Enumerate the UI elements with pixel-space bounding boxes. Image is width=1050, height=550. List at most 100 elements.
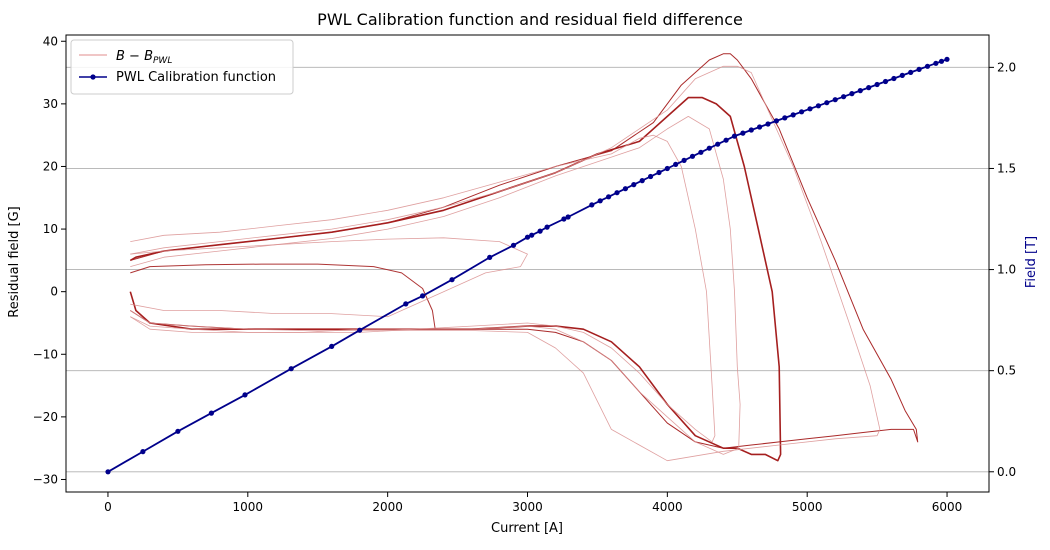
calibration-point-47 (824, 100, 830, 106)
y-left-tick-label-6: 30 (43, 97, 58, 111)
y-left-tick-label-2: −10 (33, 347, 58, 361)
y-left-tick-label-0: −30 (33, 472, 58, 486)
grid (66, 66, 989, 473)
calibration-point-58 (916, 66, 922, 72)
calibration-point-8 (403, 301, 409, 307)
calibration-point-42 (782, 115, 788, 121)
calibration-point-41 (773, 118, 780, 124)
residual-loop-2 (130, 53, 919, 449)
residual-loop-5 (130, 237, 528, 318)
calibration-point-7 (357, 327, 363, 333)
x-tick-label-1: 1000 (233, 500, 264, 514)
calibration-point-4 (242, 392, 248, 398)
calibration-point-13 (524, 234, 531, 240)
y-right-tick-label-0: 0.0 (997, 465, 1016, 479)
legend: B − BPWL PWL Calibration function (70, 39, 294, 95)
y-right-axis: 0.0 0.5 1.0 1.5 2.0 (989, 60, 1016, 479)
calibration-point-21 (606, 194, 612, 200)
calibration-point-16 (544, 224, 550, 230)
calibration-point-60 (933, 60, 939, 66)
calibration-point-15 (537, 228, 543, 234)
calibration-point-46 (815, 103, 822, 109)
calibration-point-17 (561, 216, 567, 222)
y-right-tick-label-1: 0.5 (997, 364, 1016, 378)
calibration-point-19 (589, 202, 595, 208)
calibration-point-14 (529, 232, 535, 238)
calibration-point-55 (891, 75, 897, 82)
calibration-point-18 (565, 214, 571, 220)
calibration-point-56 (899, 72, 905, 78)
calibration-point-40 (765, 121, 771, 127)
calibration-point-28 (664, 165, 670, 172)
residual-layer (129, 53, 919, 462)
y-right-tick-label-4: 2.0 (997, 60, 1016, 74)
calibration-point-12 (510, 242, 517, 248)
calibration-point-1 (140, 449, 146, 455)
calibration-point-32 (698, 149, 704, 155)
calibration-point-62 (944, 56, 950, 62)
calibration-point-44 (799, 109, 805, 115)
calibration-point-34 (715, 141, 721, 147)
calibration-point-0 (105, 469, 111, 475)
calibration-line (107, 58, 948, 473)
residual-loop-1 (129, 96, 782, 462)
legend-calibration-marker (90, 74, 96, 80)
calibration-point-61 (938, 58, 945, 64)
calibration-point-3 (208, 410, 214, 416)
calibration-point-53 (874, 81, 880, 88)
calibration-point-10 (449, 277, 455, 283)
y-right-tick-label-3: 1.5 (997, 161, 1016, 175)
y-left-axis: −30 −20 −10 0 10 20 30 40 (33, 34, 66, 486)
calibration-point-43 (790, 112, 796, 118)
y-left-axis-label: Residual field [G] (7, 206, 22, 317)
legend-residual-label-base: B − B (116, 49, 153, 64)
x-tick-label-5: 5000 (792, 500, 823, 514)
x-axis: 0 1000 2000 3000 4000 5000 6000 (104, 492, 962, 514)
calibration-layer (105, 56, 950, 475)
calibration-point-36 (731, 133, 738, 139)
calibration-point-23 (622, 186, 629, 192)
calibration-point-30 (681, 157, 687, 163)
calibration-point-5 (288, 366, 294, 372)
x-tick-label-4: 4000 (652, 500, 683, 514)
y-right-axis-label: Field [T] (1024, 236, 1039, 288)
y-left-tick-label-1: −20 (33, 410, 58, 424)
x-tick-label-3: 3000 (512, 500, 543, 514)
x-tick-label-6: 6000 (932, 500, 963, 514)
calibration-point-22 (614, 190, 620, 196)
calibration-point-35 (723, 137, 729, 143)
calibration-point-37 (740, 130, 746, 136)
legend-box (70, 39, 294, 95)
calibration-point-48 (832, 97, 838, 103)
calibration-point-6 (329, 343, 335, 349)
calibration-point-31 (689, 153, 696, 159)
legend-residual-label-sub: PWL (153, 56, 172, 66)
plot-frame (65, 34, 990, 493)
residual-loop-3 (130, 263, 436, 330)
calibration-point-49 (841, 94, 847, 100)
y-left-tick-label-4: 10 (43, 222, 58, 236)
calibration-point-57 (908, 69, 914, 75)
y-left-tick-label-3: 0 (50, 285, 58, 299)
calibration-point-50 (849, 91, 855, 97)
calibration-point-59 (924, 63, 931, 69)
calibration-point-54 (882, 78, 889, 85)
calibration-point-24 (631, 182, 637, 188)
calibration-point-52 (866, 85, 872, 91)
calibration-point-2 (175, 428, 181, 434)
x-tick-label-2: 2000 (372, 500, 403, 514)
calibration-point-25 (639, 178, 645, 184)
y-left-tick-label-7: 40 (43, 34, 58, 48)
residual-loop-4 (130, 134, 716, 443)
residual-loop-6 (130, 65, 881, 462)
calibration-point-9 (420, 293, 426, 299)
calibration-point-38 (748, 127, 754, 133)
legend-residual-label: B − BPWL (116, 49, 172, 66)
chart-title: PWL Calibration function and residual fi… (317, 10, 743, 29)
y-right-tick-label-2: 1.0 (997, 263, 1016, 277)
calibration-point-29 (673, 161, 679, 167)
calibration-point-11 (487, 254, 493, 260)
calibration-point-27 (656, 169, 662, 176)
y-left-tick-label-5: 20 (43, 159, 58, 173)
